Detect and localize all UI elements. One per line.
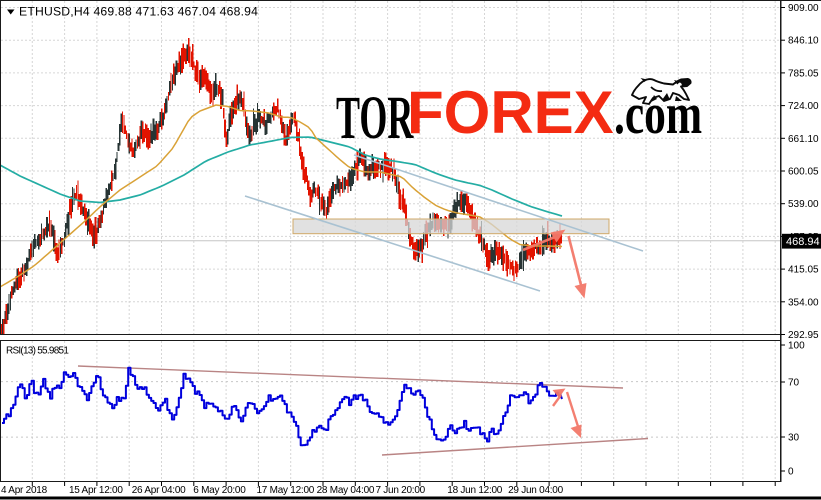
svg-text:0: 0 <box>788 467 794 478</box>
svg-text:468.94: 468.94 <box>786 236 820 248</box>
svg-text:539.00: 539.00 <box>788 199 819 210</box>
svg-text:909.00: 909.00 <box>788 3 819 14</box>
svg-text:7 Jun 20:00: 7 Jun 20:00 <box>375 485 425 496</box>
svg-text:354.00: 354.00 <box>788 297 819 308</box>
svg-text:70: 70 <box>788 378 800 389</box>
svg-text:ETHUSD,H4 469.88 471.63 467.0: ETHUSD,H4 469.88 471.63 467.04 468.94 <box>19 5 258 19</box>
svg-text:600.05: 600.05 <box>788 167 819 178</box>
svg-text:846.10: 846.10 <box>788 36 819 47</box>
svg-text:29 Jun 04:00: 29 Jun 04:00 <box>508 485 564 496</box>
svg-text:100: 100 <box>788 341 805 352</box>
svg-text:785.05: 785.05 <box>788 68 819 79</box>
svg-text:18 Jun 12:00: 18 Jun 12:00 <box>447 485 503 496</box>
svg-text:30: 30 <box>788 433 800 444</box>
svg-text:661.10: 661.10 <box>788 134 819 145</box>
svg-text:292.95: 292.95 <box>788 330 819 341</box>
svg-text:15 Apr 12:00: 15 Apr 12:00 <box>69 485 123 496</box>
svg-text:6 May 20:00: 6 May 20:00 <box>193 485 246 496</box>
svg-text:724.00: 724.00 <box>788 101 819 112</box>
svg-text:28 May 04:00: 28 May 04:00 <box>317 485 375 496</box>
svg-text:RSI(13) 55.9851: RSI(13) 55.9851 <box>6 346 69 357</box>
svg-text:26 Apr 04:00: 26 Apr 04:00 <box>132 485 186 496</box>
svg-text:4 Apr 2018: 4 Apr 2018 <box>1 485 48 496</box>
svg-text:415.05: 415.05 <box>788 265 819 276</box>
svg-text:17 May 12:00: 17 May 12:00 <box>256 485 314 496</box>
